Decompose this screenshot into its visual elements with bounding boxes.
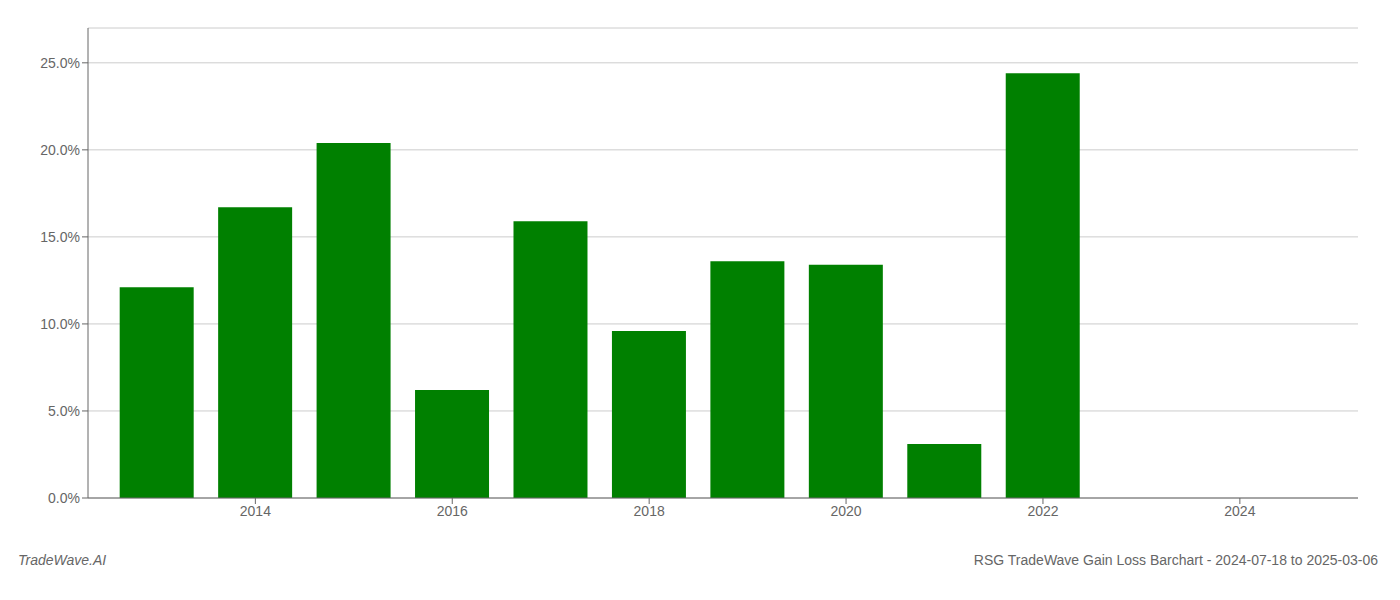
svg-text:2020: 2020 [830,503,861,519]
svg-text:0.0%: 0.0% [48,490,80,506]
svg-text:20.0%: 20.0% [40,142,80,158]
svg-text:2018: 2018 [634,503,665,519]
svg-text:2014: 2014 [240,503,271,519]
svg-text:5.0%: 5.0% [48,403,80,419]
svg-text:2024: 2024 [1224,503,1255,519]
svg-text:15.0%: 15.0% [40,229,80,245]
html-text:RSG TradeWave Gain Loss Barcha: RSG TradeWave Gain Loss Barchart - 2024-… [973,552,1378,568]
html-text:TradeWave.AI: TradeWave.AI [18,552,107,568]
svg-text:2016: 2016 [437,503,468,519]
svg-text:2022: 2022 [1027,503,1058,519]
svg-text:25.0%: 25.0% [40,55,80,71]
svg-text:10.0%: 10.0% [40,316,80,332]
